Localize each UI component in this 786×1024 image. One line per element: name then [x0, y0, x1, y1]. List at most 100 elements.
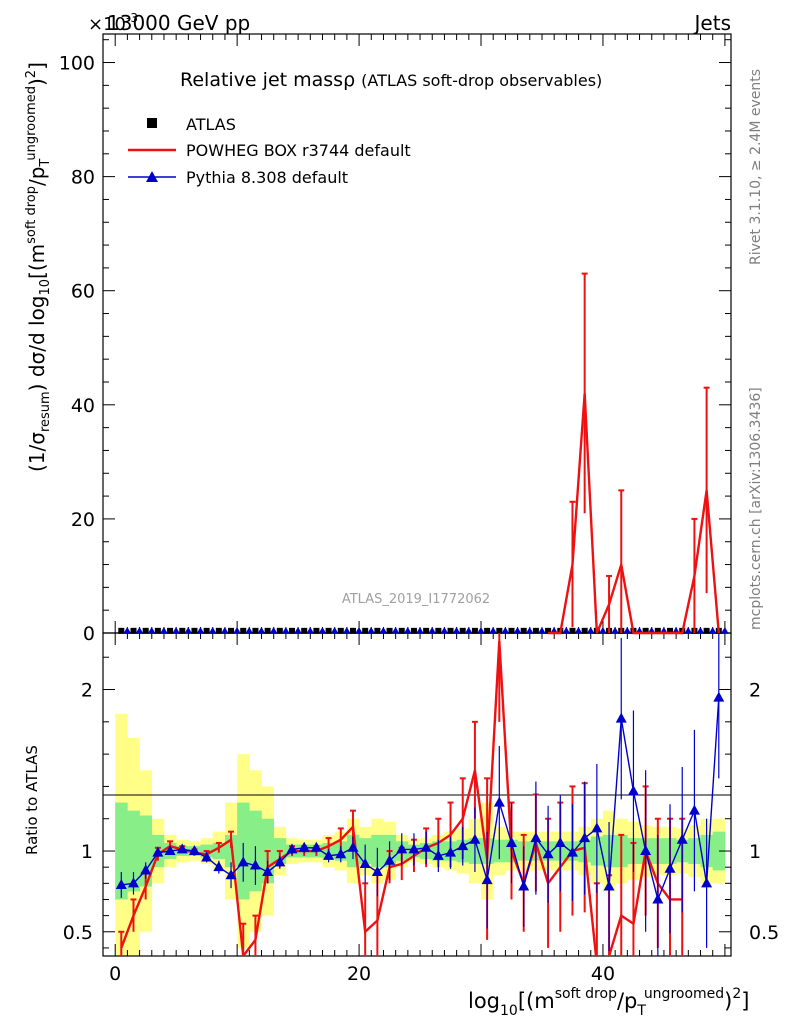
pythia-point: [562, 626, 571, 634]
powheg-line-ratio: [120, 641, 683, 956]
pythia-point: [403, 626, 412, 634]
pythia-ratio-point: [249, 859, 261, 870]
atlas-point: [179, 627, 186, 634]
pythia-point: [464, 626, 473, 634]
atlas-point: [215, 627, 222, 634]
pythia-point: [501, 626, 510, 634]
pythia-ratio-point: [152, 846, 164, 857]
pythia-point: [233, 626, 242, 634]
atlas-point: [349, 627, 356, 634]
pythia-ratio-point: [298, 841, 310, 852]
pythia-point: [720, 626, 729, 634]
pythia-point: [611, 626, 620, 634]
atlas-point: [642, 627, 649, 634]
pythia-point: [245, 626, 254, 634]
atlas-point: [337, 627, 344, 634]
x-tick-label: 40: [591, 963, 615, 985]
pythia-ratio-point: [188, 845, 200, 856]
pythia-point: [623, 626, 632, 634]
atlas-point: [532, 627, 539, 634]
pythia-point: [476, 626, 485, 634]
band-green-bin: [127, 810, 140, 892]
atlas-point: [508, 627, 515, 634]
pythia-ratio-point: [310, 841, 322, 852]
pythia-ratio-point: [115, 878, 127, 889]
pythia-point: [342, 626, 351, 634]
main-series: [118, 272, 729, 635]
rivet-label: Rivet 3.1.10, ≥ 2.4M events: [748, 69, 764, 265]
pythia-ratio-point: [201, 851, 213, 862]
pythia-ratio-point: [481, 874, 493, 885]
pythia-point: [269, 626, 278, 634]
legend-atlas-label: ATLAS: [186, 115, 236, 134]
pythia-ratio-point: [652, 893, 664, 904]
atlas-point: [496, 627, 503, 634]
pythia-point: [354, 626, 363, 634]
pythia-ratio-point: [384, 854, 396, 865]
pythia-point: [379, 626, 388, 634]
atlas-point: [654, 627, 661, 634]
x-tick-label: 0: [109, 963, 121, 985]
pythia-point: [306, 626, 315, 634]
y-axis-label-main: (1/σresum) dσ/d log10[(msoft drop/pTungr…: [24, 62, 53, 472]
pythia-point: [696, 626, 705, 634]
pythia-ratio-point: [274, 856, 286, 867]
atlas-point: [264, 627, 271, 634]
band-green-bin: [115, 802, 128, 900]
pythia-ratio-point: [396, 843, 408, 854]
pythia-point: [172, 626, 181, 634]
pythia-ratio-point: [530, 832, 542, 843]
pythia-ratio-point: [688, 804, 700, 815]
pythia-point: [598, 626, 607, 634]
pythia-point: [135, 626, 144, 634]
atlas-point: [362, 627, 369, 634]
pythia-ratio-point: [323, 849, 335, 860]
ratio-tick-label: 2: [81, 680, 93, 702]
pythia-ratio-point: [493, 796, 505, 807]
atlas-point: [447, 627, 454, 634]
atlas-point: [581, 627, 588, 634]
pythia-ratio-point: [445, 846, 457, 857]
ratio-tick-label-right: 1: [749, 841, 761, 863]
main-ticks: 0 20 40 60 80 100: [59, 39, 731, 645]
atlas-point: [301, 627, 308, 634]
pythia-point: [147, 626, 156, 634]
atlas-point: [289, 627, 296, 634]
atlas-point: [276, 627, 283, 634]
pythia-ratio-point: [164, 845, 176, 856]
pythia-point: [525, 626, 534, 634]
pythia-ratio-point: [286, 843, 298, 854]
pythia-point: [367, 626, 376, 634]
pythia-ratio-point: [262, 866, 274, 877]
pythia-ratio-point: [176, 843, 188, 854]
pythia-point: [489, 626, 498, 634]
pythia-point: [208, 626, 217, 634]
pythia-point: [428, 626, 437, 634]
atlas-point: [398, 627, 405, 634]
pythia-ratio-point: [591, 822, 603, 833]
pythia-ratio-point: [347, 841, 359, 852]
pythia-ratio-point: [566, 846, 578, 857]
atlas-point: [228, 627, 235, 634]
atlas-point: [569, 627, 576, 634]
atlas-point: [142, 627, 149, 634]
pythia-ratio-point: [408, 843, 420, 854]
atlas-point: [167, 627, 174, 634]
pythia-point: [452, 626, 461, 634]
analysis-watermark: ATLAS_2019_I1772062: [342, 592, 490, 607]
header-left: 13000 GeV pp: [107, 11, 250, 35]
pythia-point: [513, 626, 522, 634]
ratio-ticks: 0.5 0.5 1 1 2 2: [63, 656, 779, 949]
pythia-ratio-point: [420, 841, 432, 852]
pythia-ratio-point: [506, 836, 518, 847]
y-tick-label: 80: [71, 167, 95, 189]
atlas-point: [313, 627, 320, 634]
legend-title: Relative jet massρ (ATLAS soft-drop obser…: [180, 69, 602, 91]
pythia-point: [196, 626, 205, 634]
pythia-ratio-point: [664, 862, 676, 873]
pythia-point: [708, 626, 717, 634]
pythia-ratio-point: [237, 856, 249, 867]
pythia-ratio-point: [542, 848, 554, 859]
pythia-point: [281, 626, 290, 634]
